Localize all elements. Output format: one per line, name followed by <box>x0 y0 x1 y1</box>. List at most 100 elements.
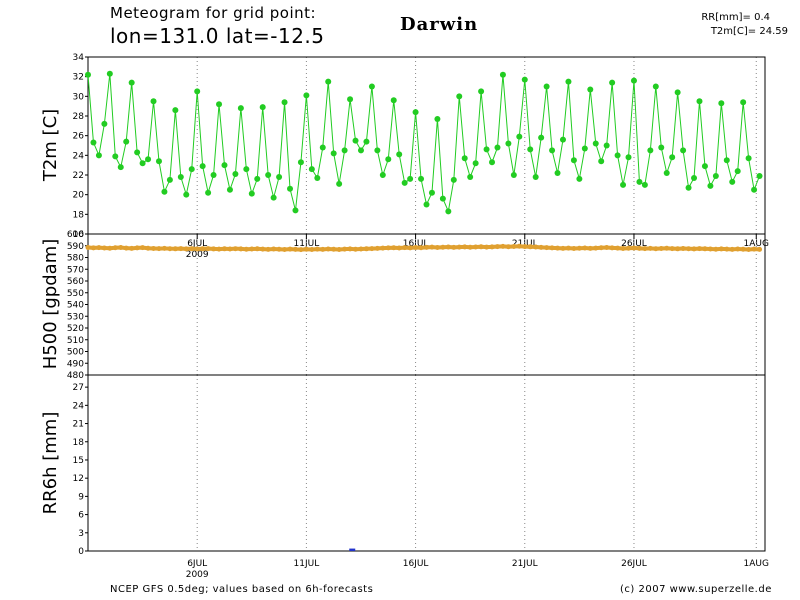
y-tick-label: 0 <box>78 547 84 557</box>
x-tick-label: 21JUL <box>512 239 538 249</box>
t2m-data-point <box>412 109 419 116</box>
t2m-data-point <box>319 144 326 151</box>
t2m-data-point <box>101 120 108 127</box>
t2m-data-point <box>248 190 255 197</box>
t2m-data-point <box>216 101 223 108</box>
h500-data-point <box>631 245 637 251</box>
t2m-data-point <box>123 138 130 145</box>
summary-rr: RR[mm]= 0.4 <box>701 12 770 23</box>
t2m-data-point <box>641 181 648 188</box>
t2m-data-point <box>603 142 610 149</box>
h500-data-point <box>642 246 648 252</box>
t2m-data-point <box>510 172 517 178</box>
t2m-data-point <box>620 181 627 188</box>
h500-data-point <box>735 246 741 252</box>
t2m-data-point <box>330 150 337 157</box>
y-tick-label: 30 <box>73 92 85 102</box>
y-tick-label: 34 <box>73 53 85 63</box>
t2m-data-point <box>696 98 703 105</box>
h500-data-point <box>555 245 561 251</box>
panel-h500: 480490500510520530540550560570580590600H… <box>40 230 766 381</box>
h500-data-point <box>511 243 517 249</box>
t2m-data-point <box>625 154 632 161</box>
t2m-data-point <box>297 159 304 166</box>
t2m-data-point <box>674 89 681 96</box>
h500-data-point <box>718 246 724 252</box>
t2m-data-point <box>166 176 173 183</box>
h500-data-point <box>380 245 386 251</box>
y-tick-label: 480 <box>67 371 84 381</box>
h500-data-point <box>101 245 107 251</box>
h500-data-point <box>505 244 511 250</box>
x-tick-label: 21JUL <box>512 559 538 569</box>
t2m-data-point <box>527 146 534 153</box>
h500-data-point <box>129 245 135 251</box>
y-axis-label: RR6h [mm] <box>40 412 61 515</box>
t2m-data-point <box>254 175 261 182</box>
h500-data-point <box>544 245 550 251</box>
t2m-data-point <box>172 107 179 114</box>
h500-data-point <box>653 246 659 252</box>
h500-data-point <box>232 246 238 252</box>
t2m-data-point <box>592 140 599 147</box>
t2m-data-point <box>680 147 687 154</box>
t2m-data-point <box>292 207 299 214</box>
t2m-data-point <box>112 153 119 160</box>
t2m-data-point <box>461 155 468 162</box>
h500-data-point <box>200 246 206 252</box>
h500-data-point <box>271 246 277 252</box>
y-axis-label: T2m [C] <box>40 109 61 182</box>
t2m-data-point <box>663 170 670 177</box>
t2m-data-point <box>652 83 659 90</box>
h500-data-point <box>456 244 462 250</box>
t2m-data-point <box>177 173 184 180</box>
h500-data-point <box>336 247 342 253</box>
t2m-data-point <box>396 151 403 158</box>
t2m-data-point <box>308 166 315 173</box>
h500-data-point <box>276 246 282 252</box>
t2m-data-point <box>701 163 708 170</box>
x-tick-label: 16JUL <box>403 239 429 249</box>
y-tick-label: 500 <box>67 348 84 358</box>
h500-data-point <box>320 246 326 252</box>
t2m-data-point <box>489 159 496 166</box>
t2m-data-point <box>134 149 141 156</box>
h500-data-point <box>211 246 217 252</box>
y-tick-label: 18 <box>73 438 85 448</box>
h500-data-point <box>451 244 457 250</box>
h500-data-point <box>549 245 555 251</box>
t2m-data-point <box>85 71 91 78</box>
t2m-data-point <box>450 176 457 183</box>
t2m-data-point <box>194 88 201 95</box>
t2m-data-point <box>183 191 190 198</box>
h500-data-point <box>746 247 752 253</box>
t2m-data-point <box>494 144 501 151</box>
h500-data-point <box>473 244 479 250</box>
x-tick-label: 1AUG <box>744 239 769 249</box>
h500-data-point <box>669 246 675 252</box>
t2m-data-point <box>390 97 397 104</box>
y-tick-label: 20 <box>73 191 85 201</box>
h500-data-point <box>205 246 211 252</box>
h500-data-point <box>604 245 610 251</box>
t2m-data-point <box>210 172 217 178</box>
h500-data-point <box>221 246 227 252</box>
t2m-data-point <box>357 147 364 154</box>
footer-copyright: (c) 2007 www.superzelle.de <box>620 584 772 595</box>
x-tick-label: 26JUL <box>621 239 647 249</box>
y-tick-label: 540 <box>67 301 84 311</box>
h500-data-point <box>626 245 632 251</box>
h500-data-point <box>675 246 681 252</box>
h500-data-point <box>140 245 146 251</box>
y-tick-label: 570 <box>67 265 84 275</box>
y-tick-label: 6 <box>78 511 84 521</box>
t2m-data-point <box>456 93 463 100</box>
h500-data-point <box>494 244 500 250</box>
h500-data-point <box>287 246 293 252</box>
t2m-data-point <box>718 100 725 107</box>
x-tick-label: 6JUL <box>187 559 207 569</box>
t2m-data-point <box>363 138 370 145</box>
h500-data-point <box>385 245 391 251</box>
